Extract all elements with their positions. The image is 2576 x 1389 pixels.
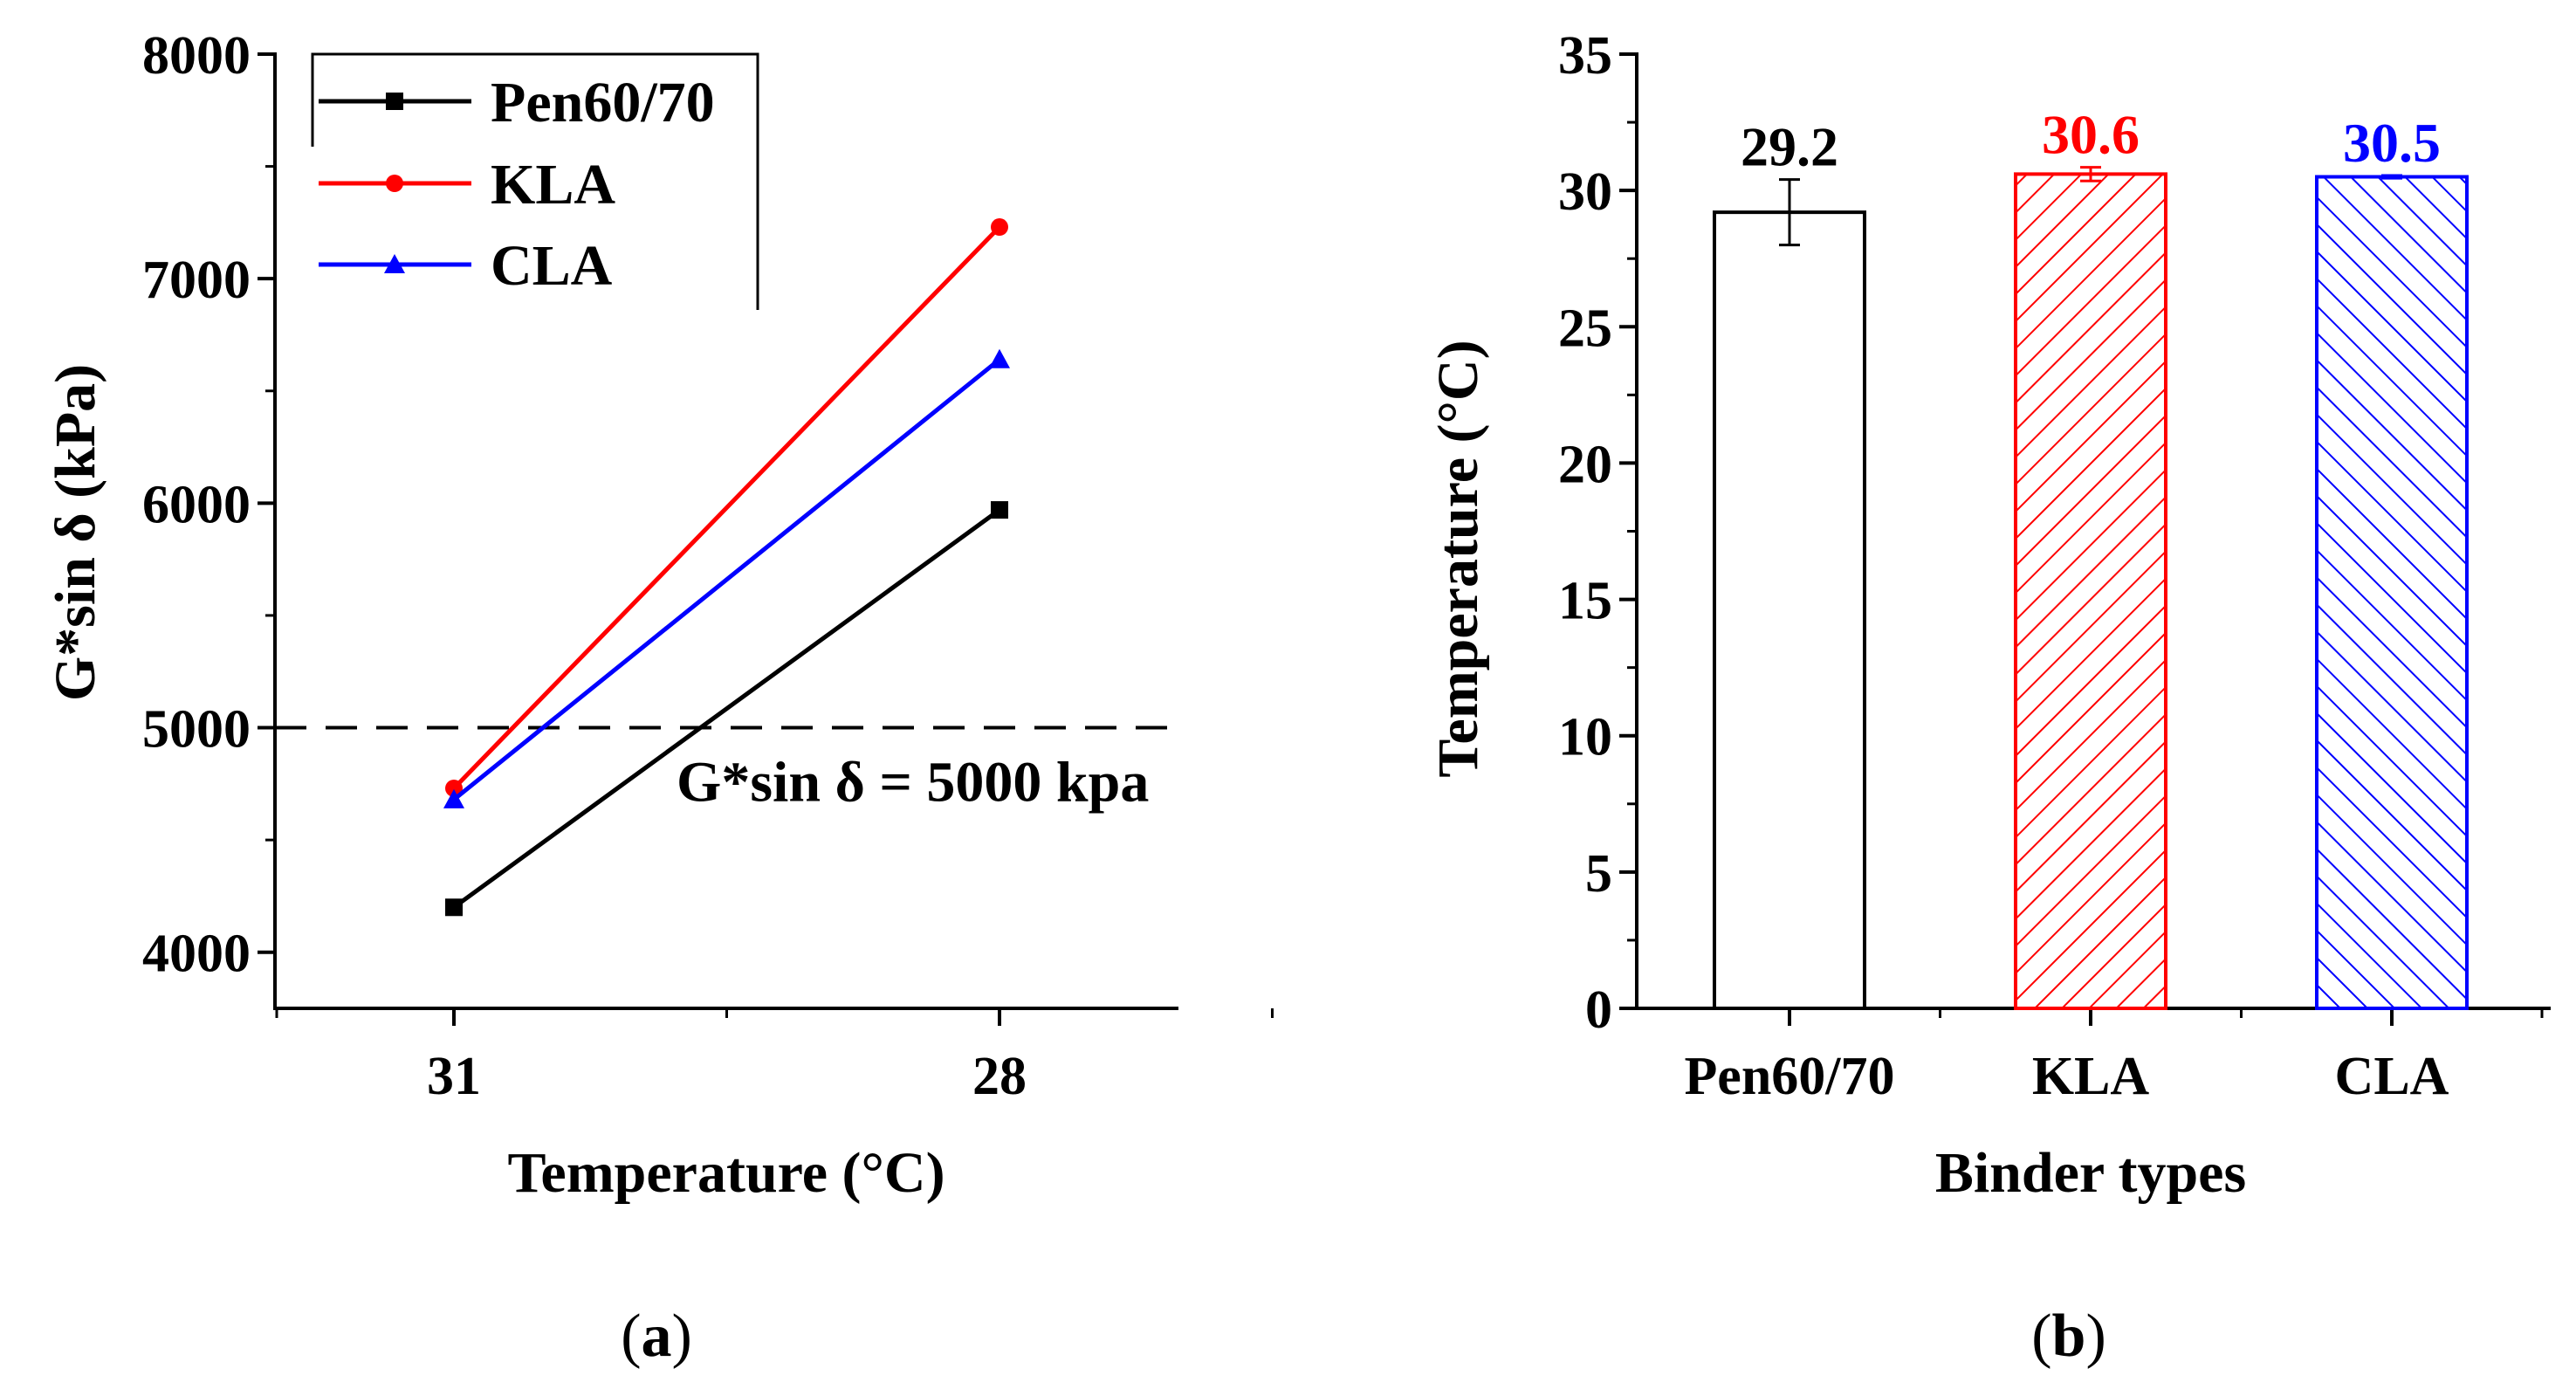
reference-line-label: G*sin δ = 5000 kpa bbox=[677, 751, 1149, 815]
chart-b-y-axis-title: Temperature (°C) bbox=[1426, 340, 1490, 777]
legend: Pen60/70 KLA CLA bbox=[311, 52, 759, 310]
series-line-kla bbox=[452, 225, 1001, 790]
chart-b-bars bbox=[1713, 166, 2469, 1011]
chart-a-x-axis-title: Temperature (°C) bbox=[507, 1141, 945, 1205]
y-tick-label: 0 bbox=[1585, 980, 1612, 1040]
circle-marker bbox=[386, 175, 403, 192]
legend-frame bbox=[311, 52, 759, 310]
bar-pen60-70 bbox=[1713, 210, 1866, 1010]
chart-a-y-axis-title: G*sin δ (kPa) bbox=[44, 364, 107, 701]
panel-label-a: (a) bbox=[621, 1303, 692, 1370]
series-line-cla bbox=[452, 357, 1001, 801]
y-tick-label: 6000 bbox=[142, 475, 251, 534]
y-tick-label: 4000 bbox=[142, 925, 251, 984]
square-marker bbox=[445, 898, 463, 917]
legend-label: Pen60/70 bbox=[491, 71, 715, 134]
value-label: 29.2 bbox=[1741, 116, 1838, 178]
series-line-pen60-70 bbox=[452, 508, 1001, 910]
chart-a-x-tick-labels: 31 28 bbox=[427, 1047, 1027, 1106]
circle-marker bbox=[445, 779, 463, 797]
legend-label: KLA bbox=[491, 153, 615, 217]
x-tick-label: 31 bbox=[427, 1047, 481, 1106]
square-marker bbox=[386, 93, 403, 110]
chart-b-y-tick-labels: 0 5 10 15 20 25 30 35 bbox=[1558, 26, 1612, 1040]
chart-a: G*sin δ = 5000 kpa 40005000600070008000 … bbox=[44, 26, 1274, 1370]
x-tick-label: Pen60/70 bbox=[1684, 1047, 1894, 1106]
x-tick-label: KLA bbox=[2032, 1047, 2150, 1106]
square-marker bbox=[991, 501, 1008, 519]
y-tick-label: 20 bbox=[1558, 435, 1612, 494]
x-tick-label: CLA bbox=[2335, 1047, 2449, 1106]
triangle-marker bbox=[443, 788, 464, 808]
chart-b: 0 5 10 15 20 25 30 35 Pen60/70 KLA CLA 29.2 30.6 30… bbox=[1426, 26, 2551, 1370]
chart-b-x-axis-title: Binder types bbox=[1935, 1141, 2246, 1205]
y-tick-label: 30 bbox=[1558, 162, 1612, 222]
legend-label: CLA bbox=[491, 234, 613, 298]
circle-marker bbox=[991, 218, 1008, 237]
chart-a-series bbox=[443, 218, 1010, 917]
bar-kla bbox=[2014, 172, 2167, 1011]
y-tick-label: 7000 bbox=[142, 251, 251, 310]
triangle-marker bbox=[989, 348, 1010, 368]
chart-b-value-labels: 29.2 30.6 30.5 bbox=[1741, 104, 2441, 178]
y-tick-label: 25 bbox=[1558, 299, 1612, 358]
value-label: 30.6 bbox=[2042, 104, 2140, 166]
y-tick-label: 10 bbox=[1558, 708, 1612, 767]
y-tick-label: 8000 bbox=[142, 26, 251, 86]
panel-label-b: (b) bbox=[2031, 1303, 2106, 1370]
chart-a-y-tick-labels: 4000 5000 6000 7000 8000 bbox=[142, 26, 251, 984]
value-label: 30.5 bbox=[2343, 112, 2441, 174]
bar-cla bbox=[2315, 175, 2469, 1010]
chart-a-ticks bbox=[258, 52, 1274, 1026]
x-tick-label: 28 bbox=[972, 1047, 1027, 1106]
y-tick-label: 5 bbox=[1585, 844, 1612, 904]
y-tick-label: 35 bbox=[1558, 26, 1612, 86]
y-tick-label: 5000 bbox=[142, 700, 251, 760]
triangle-marker bbox=[384, 254, 405, 273]
y-tick-label: 15 bbox=[1558, 572, 1612, 631]
chart-b-x-tick-labels: Pen60/70 KLA CLA bbox=[1684, 1047, 2449, 1106]
